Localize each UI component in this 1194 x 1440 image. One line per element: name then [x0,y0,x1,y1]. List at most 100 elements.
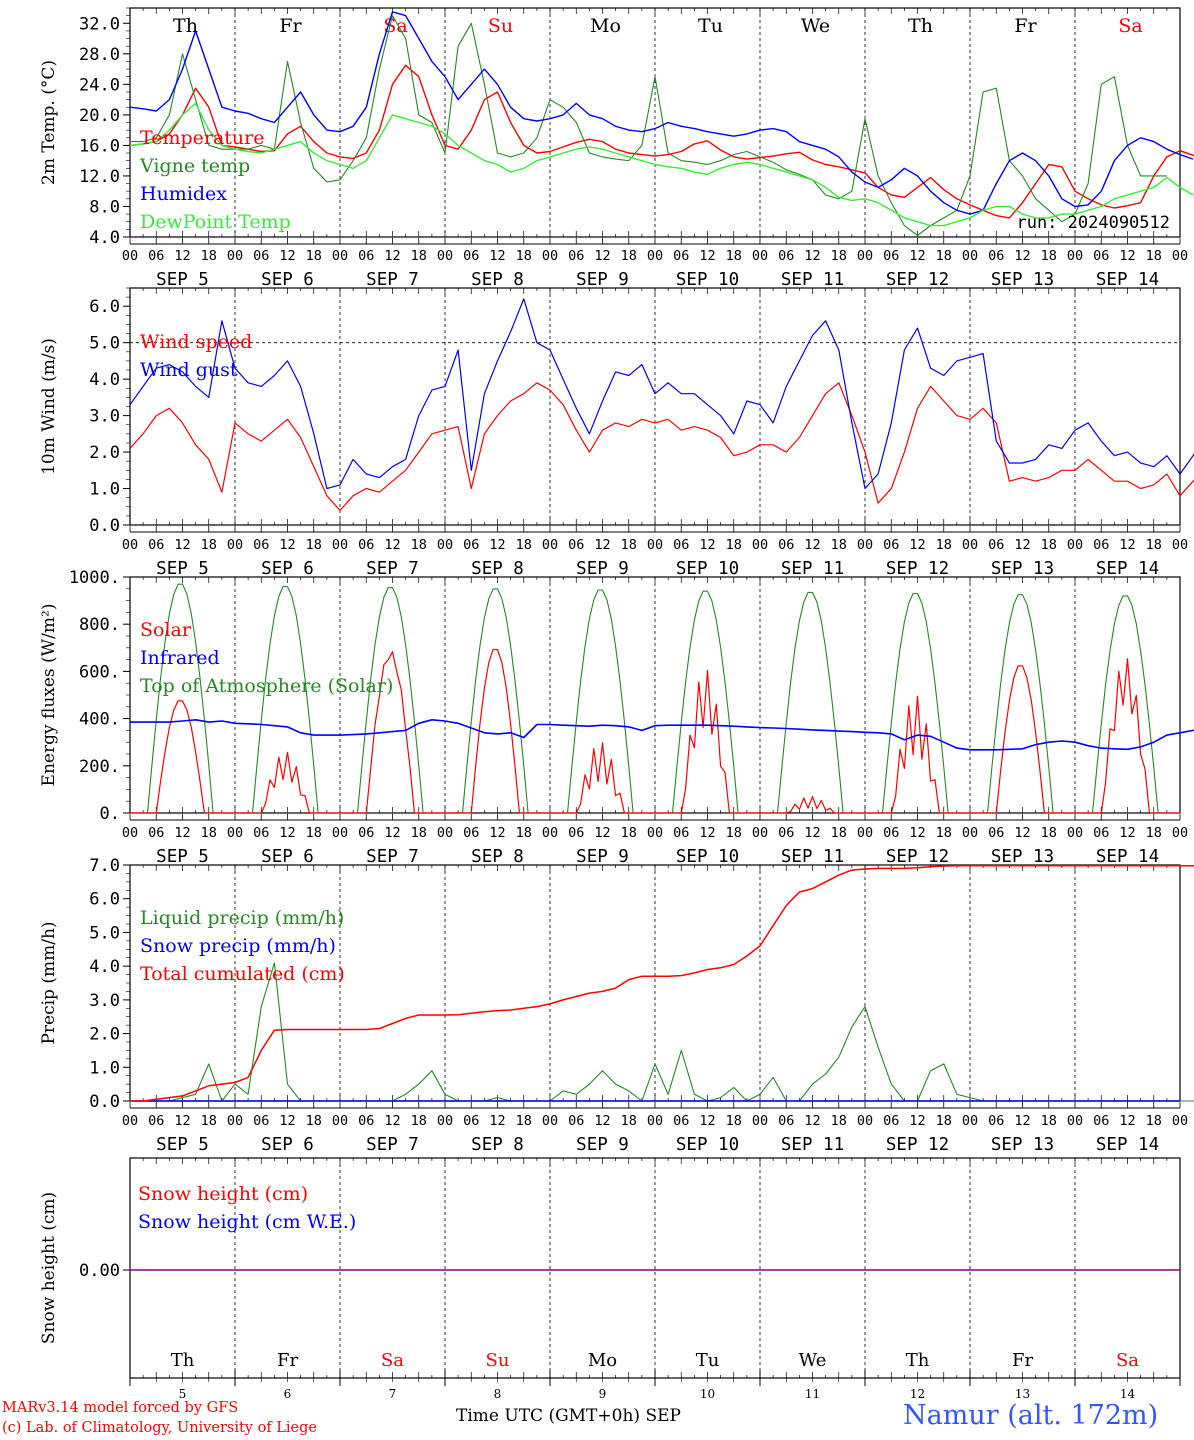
hour-tick-label: 12 [1119,537,1135,553]
hour-tick-label: 00 [1067,825,1083,841]
hour-tick-label: 12 [909,248,925,264]
hour-tick-label: 12 [489,1113,505,1129]
x-axis-month: SEP [645,1406,681,1426]
temp-series-lightgreen [129,102,1194,227]
weekday-label: Sa [1118,15,1142,37]
hour-tick-label: 00 [1172,248,1188,264]
hour-tick-label: 12 [699,537,715,553]
hour-tick-label: 00 [962,537,978,553]
date-tick-label: SEP 6 [261,1135,314,1155]
bottom-weekday-label: Mo [588,1350,617,1371]
panel-1-y-tick-label: 32.0 [79,14,120,34]
hour-tick-label: 06 [673,248,689,264]
hour-tick-label: 06 [148,1113,164,1129]
date-tick-label: SEP 14 [1096,559,1159,579]
panel-3-y-tick-label: 600. [79,662,120,682]
bottom-day-number: 10 [700,1387,715,1401]
panel-2-y-tick-label: 0.0 [89,516,120,536]
hour-tick-label: 00 [647,825,663,841]
hour-tick-label: 00 [1172,537,1188,553]
weekday-label: Tu [698,15,723,37]
hour-tick-label: 06 [1093,248,1109,264]
hour-tick-label: 18 [726,248,742,264]
hour-tick-label: 00 [752,825,768,841]
hour-tick-label: 00 [332,248,348,264]
panel-4-legend-total-cumulated-cm-: Total cumulated (cm) [140,963,345,985]
hour-tick-label: 12 [804,825,820,841]
hour-tick-label: 00 [857,1113,873,1129]
hour-tick-label: 12 [279,248,295,264]
hour-tick-label: 00 [857,248,873,264]
date-tick-label: SEP 13 [991,270,1054,290]
hour-tick-label: 06 [568,248,584,264]
date-tick-label: SEP 5 [156,559,209,579]
hour-tick-label: 12 [1119,248,1135,264]
hour-tick-label: 18 [411,248,427,264]
hour-tick-label: 18 [1146,825,1162,841]
date-tick-label: SEP 14 [1096,1135,1159,1155]
hour-tick-label: 12 [279,825,295,841]
hour-tick-label: 18 [1041,1113,1057,1129]
panel-3-legend-infrared: Infrared [140,647,220,669]
hour-tick-label: 12 [279,537,295,553]
hour-tick-label: 06 [778,1113,794,1129]
hour-tick-label: 12 [699,825,715,841]
hour-tick-label: 00 [962,248,978,264]
hour-tick-label: 12 [174,248,190,264]
hour-tick-label: 06 [253,1113,269,1129]
hour-tick-label: 06 [778,248,794,264]
bottom-day-number: 12 [910,1387,925,1401]
hour-tick-label: 06 [463,248,479,264]
hour-tick-label: 18 [936,825,952,841]
hour-tick-label: 06 [463,825,479,841]
hour-tick-label: 12 [384,825,400,841]
date-tick-label: SEP 9 [576,270,629,290]
panel-1-y-tick-label: 24.0 [79,75,120,95]
panel-2-legend-wind-gust: Wind gust [140,359,238,381]
panel-1-legend-vigne-temp: Vigne temp [139,155,250,177]
date-tick-label: SEP 10 [676,270,739,290]
hour-tick-label: 00 [437,537,453,553]
hour-tick-label: 18 [1041,248,1057,264]
hour-tick-label: 18 [831,825,847,841]
hour-tick-label: 18 [306,825,322,841]
hour-tick-label: 12 [594,825,610,841]
date-tick-label: SEP 9 [576,559,629,579]
date-tick-label: SEP 7 [366,847,419,867]
hour-tick-label: 06 [1093,1113,1109,1129]
hour-tick-label: 18 [201,825,217,841]
hour-tick-label: 00 [647,1113,663,1129]
panel-5-y-axis-label: Snow height (cm) [39,1192,59,1344]
date-tick-label: SEP 7 [366,559,419,579]
date-tick-label: SEP 10 [676,559,739,579]
hour-tick-label: 00 [542,1113,558,1129]
hour-tick-label: 00 [227,1113,243,1129]
hour-tick-label: 12 [1014,537,1030,553]
hour-tick-label: 18 [726,1113,742,1129]
panel-4-legend-snow-precip-mm-h-: Snow precip (mm/h) [140,935,336,957]
hour-tick-label: 06 [568,825,584,841]
temp-series-blue [129,11,1194,215]
bottom-weekday-label: Fr [1012,1350,1033,1371]
hour-tick-label: 18 [201,1113,217,1129]
temp-series-red [129,64,1194,219]
hour-tick-label: 18 [516,537,532,553]
hour-tick-label: 06 [463,1113,479,1129]
bottom-weekday-label: Sa [381,1350,404,1371]
station-label: Namur (alt. 172m) [903,1400,1159,1431]
infrared-series [130,718,1194,751]
hour-tick-label: 18 [411,1113,427,1129]
hour-tick-label: 18 [726,825,742,841]
hour-tick-label: 06 [1093,537,1109,553]
hour-tick-label: 06 [148,825,164,841]
hour-tick-label: 00 [857,825,873,841]
hour-tick-label: 12 [594,1113,610,1129]
hour-tick-label: 18 [306,1113,322,1129]
bottom-weekday-label: Sa [1116,1350,1139,1371]
hour-tick-label: 18 [936,1113,952,1129]
hour-tick-label: 12 [279,1113,295,1129]
hour-tick-label: 00 [1067,537,1083,553]
date-tick-label: SEP 12 [886,270,949,290]
hour-tick-label: 00 [752,537,768,553]
weekday-label: Fr [279,15,302,37]
